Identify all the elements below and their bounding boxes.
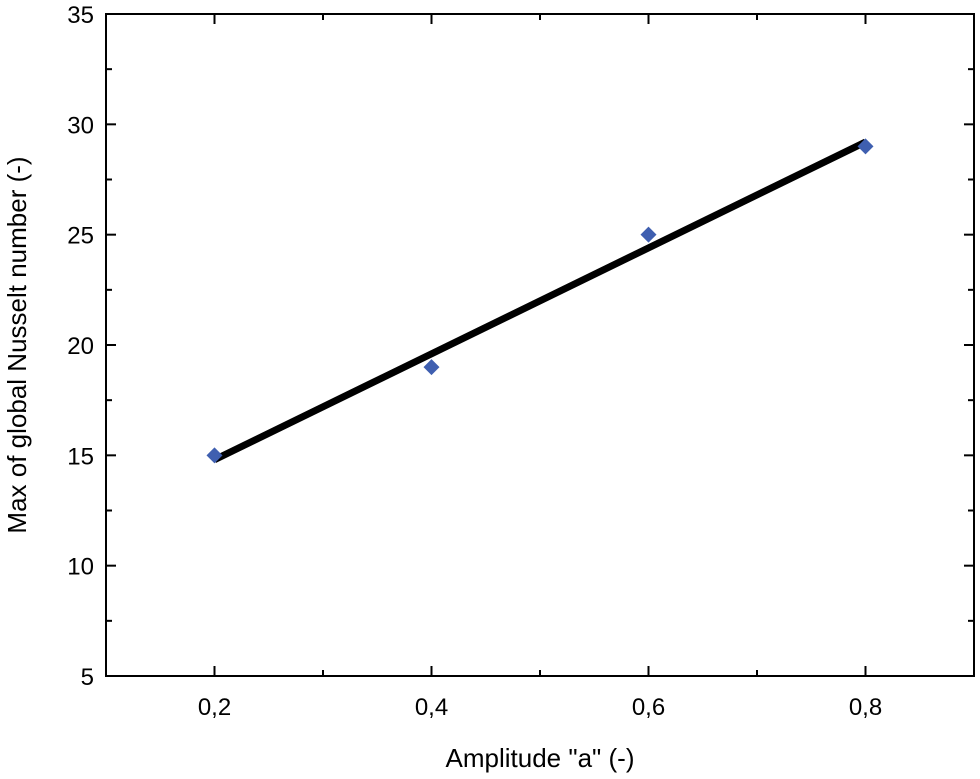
y-tick-label: 10 <box>67 554 94 581</box>
fit-line-group <box>212 138 868 463</box>
x-tick-label: 0,2 <box>198 694 231 721</box>
y-axis-label: Max of global Nusselt number (-) <box>2 156 32 533</box>
y-tick-label: 35 <box>67 2 94 29</box>
y-tick-label: 25 <box>67 223 94 250</box>
data-point <box>857 138 874 155</box>
y-tick-label: 5 <box>81 664 94 691</box>
axis-ticks <box>105 13 975 677</box>
x-tick-label: 0,4 <box>415 694 448 721</box>
y-tick-label: 15 <box>67 443 94 470</box>
x-tick-label: 0,8 <box>849 694 882 721</box>
data-point <box>206 447 223 464</box>
fit-line <box>212 138 868 463</box>
data-point <box>640 226 657 243</box>
x-axis-label: Amplitude "a" (-) <box>446 743 635 773</box>
data-points <box>206 138 874 464</box>
plot-frame <box>105 13 975 677</box>
x-tick-label: 0,6 <box>632 694 665 721</box>
data-point <box>423 359 440 376</box>
y-tick-label: 30 <box>67 112 94 139</box>
y-tick-label: 20 <box>67 333 94 360</box>
axis-tick-labels: 0,2 0,4 0,6 0,8 5 10 15 20 25 30 35 <box>67 2 882 721</box>
